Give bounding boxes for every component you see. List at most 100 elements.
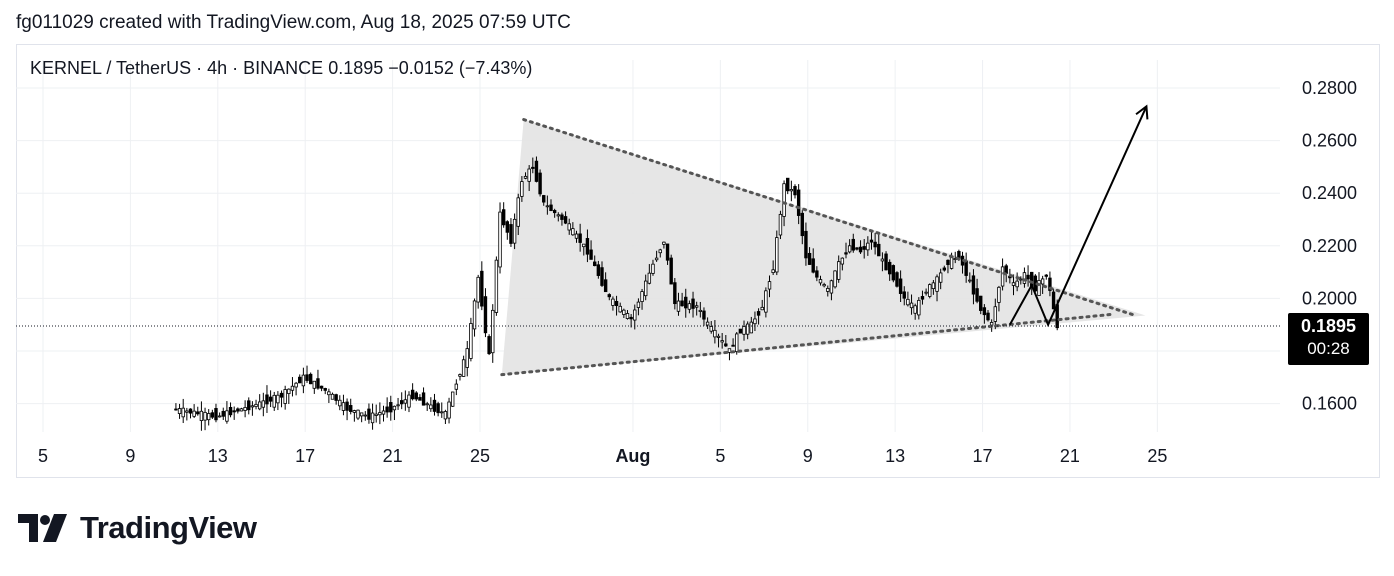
candle <box>334 393 338 405</box>
candle <box>862 239 866 259</box>
candle <box>301 367 306 394</box>
candle <box>239 407 244 412</box>
price-change: −0.0152 <box>388 58 454 78</box>
candle <box>374 404 378 423</box>
candle <box>214 403 218 423</box>
candle <box>523 172 528 180</box>
candle <box>826 285 830 297</box>
candle <box>283 385 287 410</box>
symbol-name[interactable]: KERNEL / TetherUS <box>30 58 192 78</box>
candle <box>1040 275 1045 294</box>
candle <box>582 243 586 256</box>
candle <box>199 401 204 431</box>
candle <box>906 291 910 307</box>
candle <box>698 301 703 318</box>
candle <box>516 193 520 236</box>
candle <box>505 220 510 240</box>
symbol-legend: KERNEL / TetherUS · 4h · BINANCE 0.1895 … <box>30 58 532 79</box>
candle <box>308 372 313 385</box>
candle <box>982 304 987 324</box>
chart-caption: fg011029 created with TradingView.com, A… <box>16 12 571 33</box>
candle <box>279 390 284 408</box>
candle <box>796 184 801 225</box>
candle <box>687 300 692 314</box>
candle <box>611 296 615 311</box>
candle <box>928 283 932 299</box>
candle <box>651 259 655 276</box>
time-axis: 5 9 13 17 21 25 Aug 5 9 13 17 21 25 <box>38 446 1167 466</box>
candle <box>855 247 859 251</box>
candle <box>232 406 236 420</box>
candle <box>829 279 834 301</box>
chart-frame <box>16 44 1380 478</box>
candle <box>276 391 280 411</box>
candle <box>1022 267 1027 288</box>
candle <box>968 272 972 284</box>
candle <box>866 236 870 256</box>
candle <box>767 275 772 298</box>
candle <box>268 390 273 408</box>
candle <box>625 310 630 320</box>
candle <box>986 310 990 322</box>
candle <box>680 292 684 307</box>
candle <box>837 255 841 283</box>
candle <box>174 403 178 411</box>
candle <box>724 335 728 347</box>
candle <box>833 270 837 289</box>
candle <box>742 320 746 341</box>
candle <box>188 408 193 419</box>
candle <box>472 298 477 337</box>
tradingview-logo[interactable]: TradingView <box>18 510 257 546</box>
candle <box>228 402 233 418</box>
interval-label[interactable]: 4h <box>207 58 228 78</box>
time-axis-label: 5 <box>38 446 48 466</box>
candle <box>971 269 976 305</box>
candle <box>450 391 455 407</box>
candle <box>935 274 939 302</box>
candle <box>709 321 713 334</box>
price-change-percent: (−7.43%) <box>458 58 533 78</box>
candle <box>396 397 400 410</box>
candle <box>443 409 448 425</box>
candle <box>786 177 790 195</box>
candle <box>694 301 699 316</box>
candle <box>596 260 601 279</box>
candle <box>520 176 524 202</box>
candle <box>192 404 196 418</box>
candle <box>614 295 619 316</box>
candle <box>454 379 459 396</box>
candle <box>312 380 317 394</box>
candle <box>221 407 225 420</box>
candle <box>818 275 823 286</box>
candle <box>891 264 896 283</box>
candle <box>494 256 499 316</box>
time-axis-label: 25 <box>470 446 490 466</box>
candle <box>898 270 903 303</box>
exchange-label: BINANCE <box>243 58 324 78</box>
candle <box>236 407 240 414</box>
candle <box>338 395 342 411</box>
time-axis-label: 21 <box>383 446 403 466</box>
price-axis-label: 0.2600 <box>1302 131 1357 151</box>
candle <box>341 394 346 416</box>
candle <box>549 199 553 212</box>
candle <box>429 397 433 412</box>
candle <box>432 393 437 416</box>
candle <box>345 398 349 421</box>
candle <box>545 195 550 215</box>
candle <box>847 239 852 254</box>
legend-separator: · <box>196 58 203 78</box>
candle <box>407 391 411 413</box>
candle <box>924 288 928 296</box>
candle <box>483 288 488 338</box>
candle <box>658 248 662 258</box>
candle <box>359 412 364 423</box>
legend-separator: · <box>232 58 239 78</box>
candle <box>654 250 659 262</box>
candle <box>793 184 797 199</box>
candle <box>410 383 415 401</box>
candle <box>476 274 480 309</box>
time-axis-label: 9 <box>803 446 813 466</box>
candle <box>778 210 783 240</box>
